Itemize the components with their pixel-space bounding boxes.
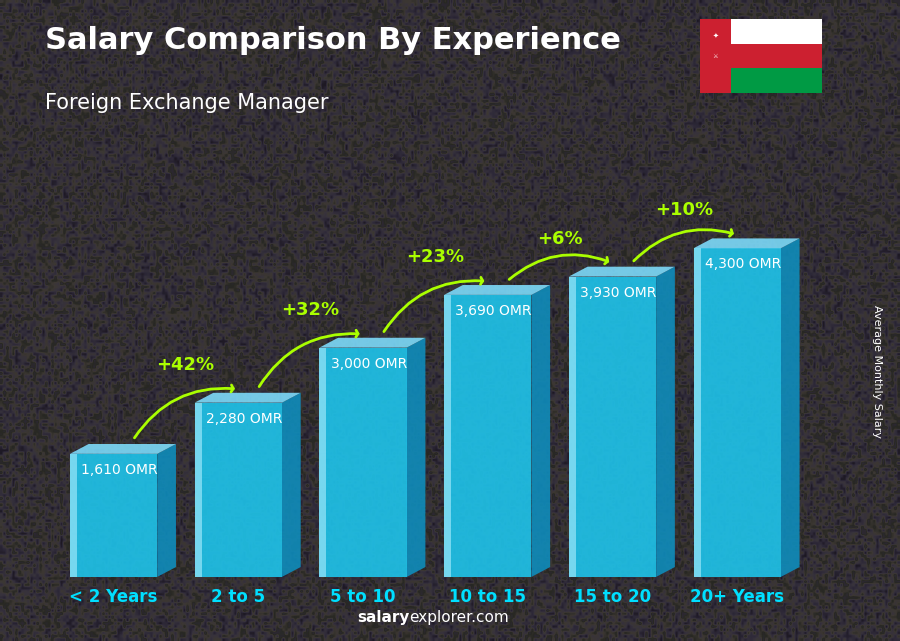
Text: 1,610 OMR: 1,610 OMR xyxy=(81,463,158,477)
Bar xyxy=(444,295,531,577)
Text: Salary Comparison By Experience: Salary Comparison By Experience xyxy=(45,26,621,54)
Text: +10%: +10% xyxy=(655,201,714,219)
Bar xyxy=(320,347,407,577)
Polygon shape xyxy=(531,285,550,577)
Bar xyxy=(194,403,202,577)
Bar xyxy=(731,44,822,68)
Text: 3,690 OMR: 3,690 OMR xyxy=(455,304,532,318)
Bar xyxy=(731,19,822,44)
Text: explorer.com: explorer.com xyxy=(410,610,509,625)
Polygon shape xyxy=(320,338,426,347)
Polygon shape xyxy=(444,285,550,295)
Polygon shape xyxy=(282,393,301,577)
Text: Average Monthly Salary: Average Monthly Salary xyxy=(872,305,883,438)
Polygon shape xyxy=(569,267,675,276)
Text: +32%: +32% xyxy=(281,301,339,319)
Bar xyxy=(70,454,77,577)
Polygon shape xyxy=(656,267,675,577)
Polygon shape xyxy=(694,238,799,248)
Text: salary: salary xyxy=(357,610,410,625)
Text: ✦: ✦ xyxy=(713,33,718,39)
Bar xyxy=(569,276,656,577)
Bar xyxy=(194,403,282,577)
Text: ⚔: ⚔ xyxy=(713,54,718,58)
Text: 4,300 OMR: 4,300 OMR xyxy=(705,258,781,271)
Polygon shape xyxy=(407,338,426,577)
Text: +6%: +6% xyxy=(536,229,582,247)
Polygon shape xyxy=(194,393,301,403)
Text: 3,930 OMR: 3,930 OMR xyxy=(580,286,656,300)
Bar xyxy=(569,276,576,577)
Bar xyxy=(731,68,822,93)
Polygon shape xyxy=(70,444,176,454)
Text: +42%: +42% xyxy=(157,356,214,374)
Text: 3,000 OMR: 3,000 OMR xyxy=(330,357,407,370)
Polygon shape xyxy=(158,444,176,577)
Bar xyxy=(694,248,700,577)
Bar xyxy=(70,454,158,577)
Bar xyxy=(694,248,781,577)
Bar xyxy=(320,347,327,577)
Bar xyxy=(444,295,451,577)
Text: Foreign Exchange Manager: Foreign Exchange Manager xyxy=(45,93,328,113)
Text: 2,280 OMR: 2,280 OMR xyxy=(206,412,282,426)
Bar xyxy=(700,19,731,93)
Polygon shape xyxy=(781,238,799,577)
Text: +23%: +23% xyxy=(406,248,464,266)
